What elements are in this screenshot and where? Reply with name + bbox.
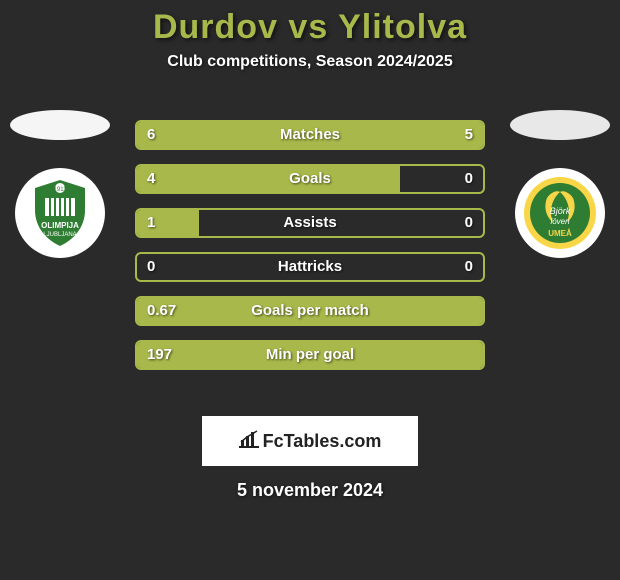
player-left-ellipse xyxy=(10,110,110,140)
stat-bar: 00Hattricks xyxy=(135,252,485,282)
crest-left-text: OLIMPIJA xyxy=(41,221,79,230)
comparison-card: Durdov vs Ylitolva Club competitions, Se… xyxy=(0,0,620,580)
svg-text:löven: löven xyxy=(550,217,570,226)
stat-label: Goals xyxy=(137,166,483,192)
stat-bar: 197Min per goal xyxy=(135,340,485,370)
stat-label: Hattricks xyxy=(137,254,483,280)
stat-label: Assists xyxy=(137,210,483,236)
stat-bar: 65Matches xyxy=(135,120,485,150)
svg-text:1911: 1911 xyxy=(54,187,68,193)
stat-bar: 10Assists xyxy=(135,208,485,238)
svg-text:LJUBLJANA: LJUBLJANA xyxy=(43,232,76,238)
player-right-ellipse xyxy=(510,110,610,140)
page-subtitle: Club competitions, Season 2024/2025 xyxy=(0,53,620,71)
stat-bar: 0.67Goals per match xyxy=(135,296,485,326)
branding-badge[interactable]: FcTables.com xyxy=(202,416,418,466)
shield-icon: OLIMPIJA LJUBLJANA 1911 xyxy=(23,176,97,250)
left-player-column: OLIMPIJA LJUBLJANA 1911 xyxy=(0,110,120,258)
badge-icon: Björk löven UMEÅ xyxy=(521,174,599,252)
chart-icon xyxy=(239,420,259,464)
player-left-crest: OLIMPIJA LJUBLJANA 1911 xyxy=(15,168,105,258)
footer-area: FcTables.com 5 november 2024 xyxy=(0,394,620,501)
page-title: Durdov vs Ylitolva xyxy=(0,0,620,47)
stats-bars: 65Matches 40Goals 10Assists 00Hattricks 0.67… xyxy=(135,120,485,384)
crest-right-text: UMEÅ xyxy=(548,229,572,238)
branding-text: FcTables.com xyxy=(263,431,382,451)
stat-label: Matches xyxy=(137,122,483,148)
stat-bar: 40Goals xyxy=(135,164,485,194)
right-player-column: Björk löven UMEÅ xyxy=(500,110,620,258)
footer-date: 5 november 2024 xyxy=(0,480,620,501)
stat-label: Goals per match xyxy=(137,298,483,324)
stat-label: Min per goal xyxy=(137,342,483,368)
player-right-crest: Björk löven UMEÅ xyxy=(515,168,605,258)
svg-text:Björk: Björk xyxy=(550,206,571,216)
